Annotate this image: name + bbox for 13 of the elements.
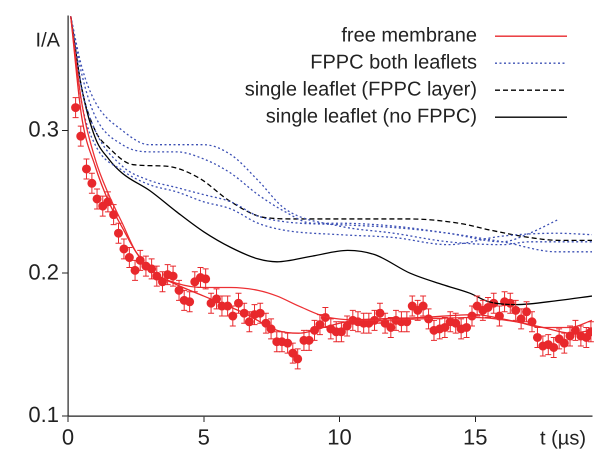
- y-axis-title: I/A: [36, 30, 61, 52]
- x-tick-label: 5: [198, 424, 210, 450]
- x-tick-label: 15: [463, 424, 488, 450]
- x-axis-title: t (µs): [540, 428, 586, 450]
- legend-label: FPPC both leaflets: [310, 52, 477, 74]
- y-tick-label: 0.2: [28, 259, 59, 284]
- y-tick-label: 0.3: [28, 116, 59, 142]
- legend-label: single leaflet (no FPPC): [266, 106, 477, 128]
- x-tick-label: 10: [327, 424, 352, 450]
- y-tick-label: 0.1: [28, 402, 59, 428]
- x-tick-label: 0: [62, 424, 74, 450]
- legend-label: single leaflet (FPPC layer): [244, 78, 477, 101]
- legend-label: free membrane: [341, 24, 477, 47]
